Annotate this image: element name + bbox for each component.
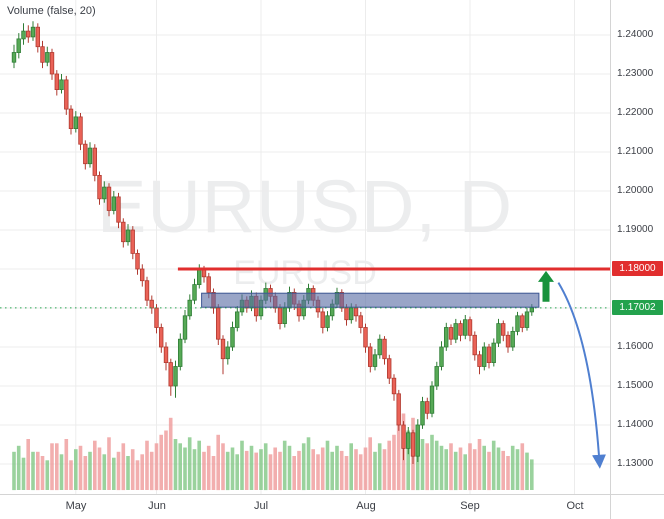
price-pane[interactable]: EURUSD, D EURUSD Volume (false, 20) xyxy=(0,0,610,494)
price-axis[interactable]: 1.24000 1.23000 1.22000 1.21000 1.20000 1.190… xyxy=(610,0,664,494)
chart-canvas[interactable] xyxy=(0,0,610,494)
time-axis[interactable]: May Jun Jul Aug Sep Oct xyxy=(0,494,610,519)
price-tick-label: 1.15000 xyxy=(617,380,654,391)
time-tick-label: Jul xyxy=(253,500,269,512)
last-price-tag: 1.17002 xyxy=(612,300,663,315)
price-tick-label: 1.21000 xyxy=(617,146,654,157)
price-tick-label: 1.19000 xyxy=(617,224,654,235)
grid-layer xyxy=(0,0,610,494)
axis-corner xyxy=(610,494,664,519)
up-arrow-drawing[interactable] xyxy=(538,270,554,302)
volume-layer xyxy=(12,413,534,491)
time-tick-label: Oct xyxy=(566,500,584,512)
price-tick-label: 1.23000 xyxy=(617,68,654,79)
price-tick-label: 1.16000 xyxy=(617,341,654,352)
down-arrow-drawing[interactable] xyxy=(557,282,606,469)
price-tick-label: 1.14000 xyxy=(617,419,654,430)
price-tick-label: 1.22000 xyxy=(617,107,654,118)
candles-layer xyxy=(11,21,534,464)
price-tick-label: 1.20000 xyxy=(617,185,654,196)
price-tick-label: 1.13000 xyxy=(617,458,654,469)
resistance-price-tag: 1.18000 xyxy=(612,261,663,276)
time-tick-label: Sep xyxy=(460,500,480,512)
range-box-drawing[interactable] xyxy=(201,292,540,308)
time-tick-label: Aug xyxy=(356,500,376,512)
price-tick-label: 1.24000 xyxy=(617,29,654,40)
time-tick-label: Jun xyxy=(148,500,166,512)
volume-study-legend[interactable]: Volume (false, 20) xyxy=(7,5,96,17)
time-tick-label: May xyxy=(65,500,87,512)
